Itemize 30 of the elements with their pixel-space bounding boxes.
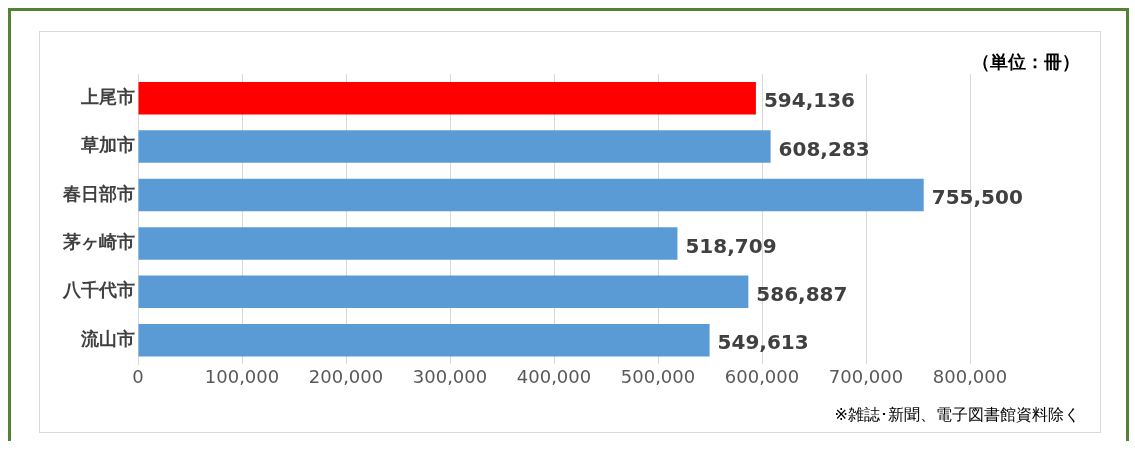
y-tick-label: 春日部市	[62, 182, 135, 204]
data-label: 549,613	[717, 330, 809, 355]
bar	[138, 275, 749, 309]
page-frame: 0 100,000 200,000 300,000 400,000 500,000 600,000 700,000 800,000 上尾市 草加市 春日部市 茅ヶ崎市 八千代市 流山市 594,136 608,283 755,500 518,709 586,887 549,613 （単位：冊） ※雑誌･新聞、電子図書館資料除く	[8, 8, 1129, 441]
x-tick-label: 100,000	[204, 365, 280, 387]
y-tick-label: 茅ヶ崎市	[62, 231, 135, 253]
x-tick-label: 400,000	[516, 365, 592, 387]
data-label: 586,887	[756, 282, 848, 306]
x-tick-label: 200,000	[308, 365, 384, 387]
bar	[138, 323, 710, 357]
x-tick-label: 500,000	[620, 365, 696, 387]
x-tick-label: 800,000	[932, 365, 1008, 387]
bar	[138, 81, 756, 115]
bar	[138, 178, 924, 212]
data-label: 755,500	[931, 185, 1023, 210]
bar	[138, 227, 678, 260]
x-tick-label: 600,000	[724, 365, 800, 387]
data-label: 608,283	[778, 136, 870, 161]
y-tick-label: 八千代市	[62, 279, 135, 301]
data-label: 594,136	[763, 88, 855, 113]
text: ※雑誌･新聞、電子図書館資料除く	[834, 405, 1080, 425]
x-tick-label: 300,000	[412, 365, 488, 387]
y-tick-label: 草加市	[80, 134, 135, 156]
y-tick-label: 流山市	[80, 327, 135, 349]
data-label: 518,709	[685, 233, 777, 258]
text: （単位：冊）	[972, 50, 1080, 72]
x-tick-label: 0	[132, 365, 144, 387]
x-tick-label: 700,000	[828, 365, 904, 387]
bar	[138, 130, 771, 163]
y-tick-label: 上尾市	[80, 85, 135, 107]
